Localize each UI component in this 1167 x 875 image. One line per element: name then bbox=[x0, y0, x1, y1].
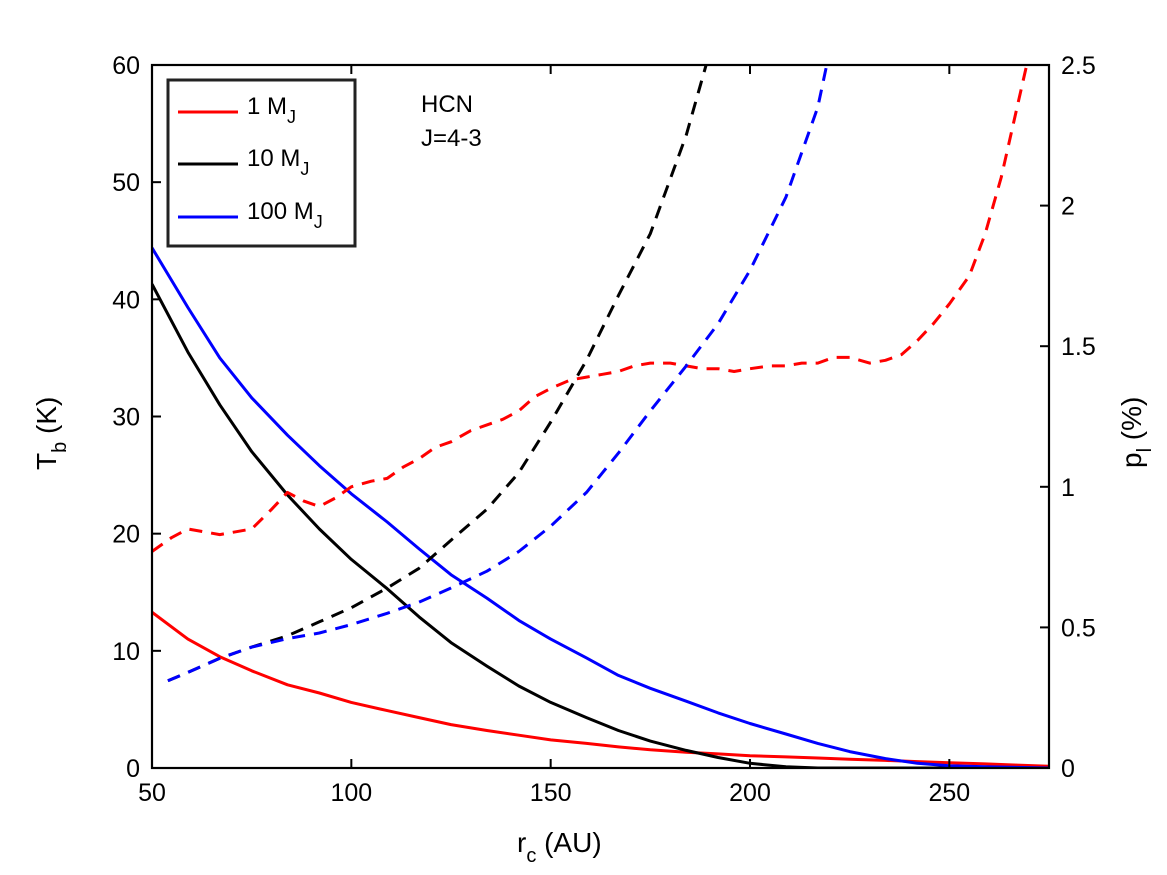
x-tick-label: 150 bbox=[530, 779, 572, 807]
y-left-tick-label: 30 bbox=[112, 404, 140, 432]
series-line-5 bbox=[167, 65, 829, 683]
y-left-tick-label: 60 bbox=[112, 52, 140, 80]
series-line-2 bbox=[152, 247, 1049, 768]
y-left-tick-label: 10 bbox=[112, 638, 140, 666]
series-line-3 bbox=[152, 65, 1029, 553]
y-right-tick-label: 0.5 bbox=[1061, 614, 1096, 642]
x-tick-label: 200 bbox=[729, 779, 771, 807]
legend-label-1mj: 1 MJ bbox=[247, 93, 296, 127]
x-tick-label: 250 bbox=[928, 779, 970, 807]
legend: 1 MJ 10 MJ 100 MJ bbox=[166, 78, 357, 248]
y-right-tick-label: 2.5 bbox=[1061, 52, 1096, 80]
series-line-1 bbox=[152, 283, 1049, 768]
y-right-axis-label: pl (%) bbox=[1116, 397, 1156, 468]
y-right-tick-label: 2 bbox=[1061, 193, 1075, 221]
x-tick-label: 100 bbox=[330, 779, 372, 807]
series-line-4 bbox=[167, 65, 708, 683]
y-right-tick-label: 0 bbox=[1061, 755, 1075, 783]
y-left-axis-label: Tb (K) bbox=[31, 397, 71, 470]
y-left-tick-label: 20 bbox=[112, 521, 140, 549]
y-left-tick-label: 40 bbox=[112, 286, 140, 314]
legend-label-100mj: 100 MJ bbox=[247, 198, 323, 232]
annotation-line-2: J=4-3 bbox=[421, 125, 482, 152]
x-axis-label: rc (AU) bbox=[517, 827, 602, 867]
y-left-tick-label: 0 bbox=[126, 755, 140, 783]
y-right-tick-label: 1.5 bbox=[1061, 333, 1096, 361]
ticks-layer: 50 100 150 200 250 0 10 20 30 40 50 60 0 0.5 1 1.5 2 2.5 bbox=[112, 52, 1096, 807]
annotation-line-1: HCN bbox=[421, 91, 473, 118]
y-left-tick-label: 50 bbox=[112, 169, 140, 197]
x-tick-label: 50 bbox=[138, 779, 166, 807]
series-layer bbox=[152, 65, 1049, 768]
y-right-tick-label: 1 bbox=[1061, 474, 1075, 502]
legend-label-10mj: 10 MJ bbox=[247, 145, 309, 179]
